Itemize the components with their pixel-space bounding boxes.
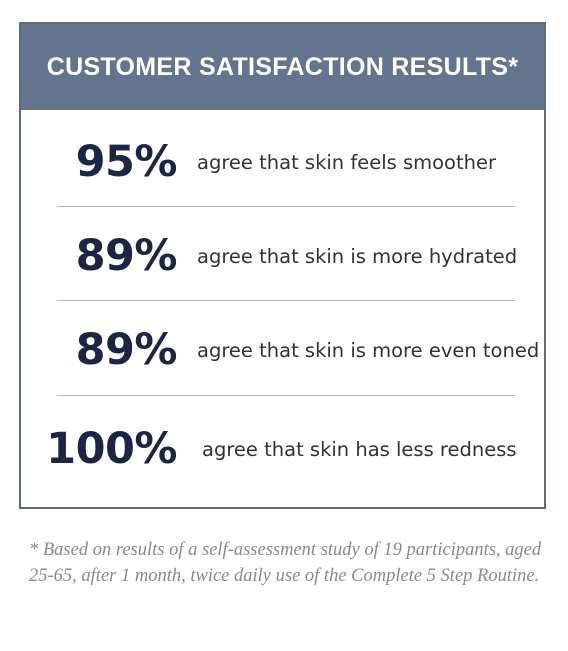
stat-text: agree that skin has less redness <box>202 437 517 461</box>
stat-row-hydrated: 89% agree that skin is more hydrated <box>21 229 544 283</box>
stat-value: 95% <box>75 137 178 187</box>
stat-row-even-toned: 89% agree that skin is more even toned <box>21 323 544 377</box>
stat-row-smoother: 95% agree that skin feels smoother <box>21 135 544 189</box>
stat-text: agree that skin is more even toned <box>197 338 540 362</box>
card-header: CUSTOMER SATISFACTION RESULTS* <box>21 24 544 110</box>
footnote: * Based on results of a self-assessment … <box>29 540 542 586</box>
stat-text: agree that skin feels smoother <box>197 150 497 174</box>
row-divider <box>57 206 515 207</box>
card-title: CUSTOMER SATISFACTION RESULTS* <box>46 52 519 81</box>
row-divider <box>57 300 515 301</box>
row-divider <box>57 395 515 396</box>
stat-text: agree that skin is more hydrated <box>197 244 518 268</box>
stat-value: 89% <box>75 325 178 375</box>
satisfaction-card: CUSTOMER SATISFACTION RESULTS* 95% agree… <box>19 22 546 509</box>
stat-value: 89% <box>75 231 178 281</box>
stat-row-redness: 100% agree that skin has less redness <box>21 422 544 476</box>
stat-value: 100% <box>46 424 177 474</box>
